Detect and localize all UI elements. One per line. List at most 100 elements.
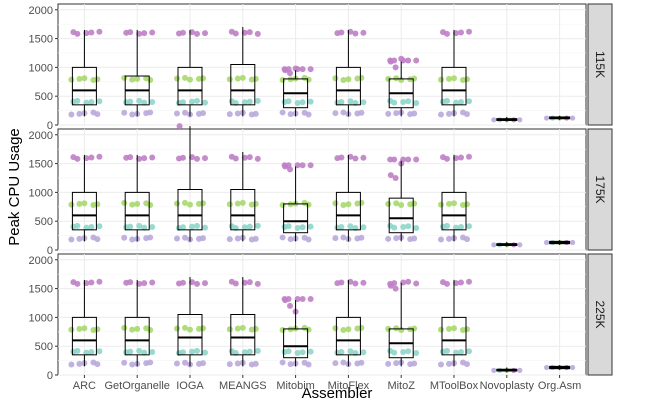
facet-strip [587,128,613,251]
data-point [121,109,128,116]
data-point [252,360,259,367]
outlier-point [287,70,293,77]
x-tick-label: MEANGS [219,380,267,392]
data-point [232,155,239,162]
data-point [141,349,148,356]
data-point [466,98,472,105]
y-tick-label: 1500 [29,34,53,46]
data-point [285,223,292,230]
data-point [453,349,459,356]
data-point [94,76,101,83]
y-tick-label: 1000 [29,312,53,324]
data-point [446,110,452,117]
data-point [438,361,444,368]
data-point [141,280,148,287]
data-point [226,326,233,333]
data-point [83,99,90,106]
data-point [232,30,239,37]
outlier-point [282,67,289,74]
data-point [68,201,75,208]
data-point [458,279,464,286]
data-point [200,110,206,117]
data-point [360,154,367,161]
data-point [340,326,347,333]
data-point [360,279,367,286]
facet-strip [587,3,613,126]
data-point [391,156,398,163]
outlier-point [287,302,293,309]
data-point [141,155,148,162]
data-point [458,154,464,161]
data-point [413,224,420,231]
data-point [307,98,314,105]
y-tick-label: 1500 [29,159,53,171]
data-point [202,349,208,356]
data-point [438,326,444,333]
data-point [180,99,186,106]
data-point [147,109,154,116]
data-point [74,155,81,162]
box [441,66,467,106]
data-point [239,199,246,206]
data-point [134,75,141,82]
data-point [96,278,103,285]
data-point [96,28,103,35]
data-point [180,349,186,356]
data-point [76,200,83,207]
data-point [305,111,312,118]
box [230,314,256,356]
data-point [187,326,193,333]
data-point [239,324,246,331]
data-point [413,349,420,356]
data-point [187,76,193,83]
data-point [352,155,359,162]
data-point [444,347,450,354]
data-point [340,234,347,241]
data-point [332,235,339,242]
y-tick-label: 500 [35,216,53,228]
data-point [305,361,312,368]
data-point [491,367,497,373]
panel-225K: 0 500 1000 1500 2000 225K [29,253,613,382]
data-point [141,224,148,231]
data-point [174,360,180,367]
data-point [299,66,306,73]
data-point [234,235,241,242]
data-point [226,361,233,368]
data-point [411,360,418,367]
y-tick-label: 2000 [29,130,53,142]
box [283,328,309,359]
data-point [127,223,134,230]
y-axis-title: Peak CPU Usage [6,128,23,246]
data-point [411,110,418,117]
data-point [226,201,233,208]
data-point [305,76,312,83]
outlier-point [392,64,399,71]
data-point [121,234,128,241]
data-point [129,111,136,118]
data-point [232,280,239,287]
data-point [174,75,180,82]
data-point [200,235,206,242]
data-point [252,110,259,117]
data-point [464,201,470,208]
data-point [246,223,253,230]
data-point [200,75,206,82]
data-point [189,223,195,230]
y-tick-label: 0 [47,120,53,132]
data-point [438,76,444,83]
box [388,197,414,234]
data-point [305,201,312,208]
data-point [180,279,186,286]
data-point [466,278,472,285]
data-point [121,199,128,206]
data-point [76,110,83,117]
data-point [68,111,75,118]
data-point [464,76,470,83]
data-point [340,359,347,366]
data-point [338,348,345,355]
data-point [285,348,292,355]
outlier-point [282,297,289,304]
data-point [444,280,450,287]
data-point [279,109,286,116]
